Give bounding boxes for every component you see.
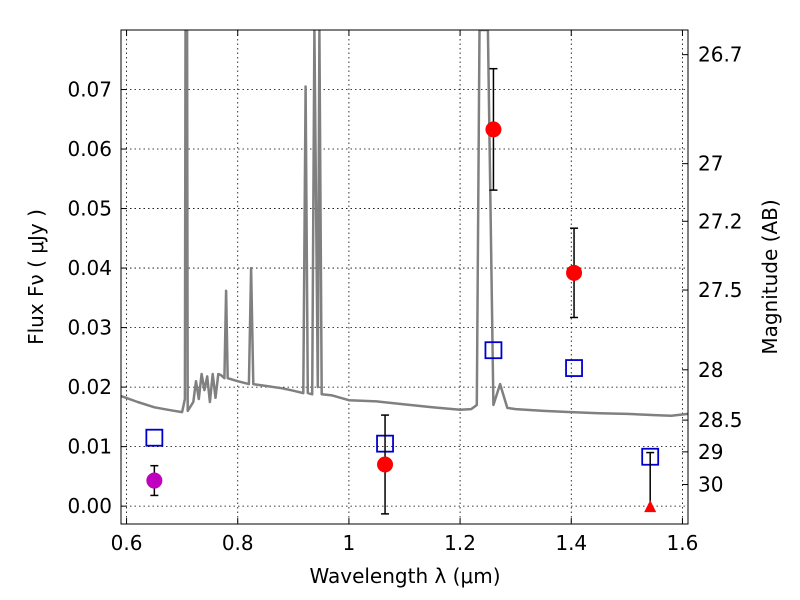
y-tick-label: 0.03 — [67, 316, 112, 340]
y-axis-label: Flux Fν ( μJy ) — [24, 209, 48, 345]
y2-tick-label: 27.5 — [698, 278, 743, 302]
y2-tick-label: 27.2 — [698, 209, 743, 233]
observed-flux-point — [566, 264, 583, 281]
model-spectrum-line — [121, 30, 688, 417]
x-tick-label: 1.2 — [444, 531, 476, 555]
y-tick-label: 0.04 — [67, 256, 112, 280]
y2-tick-label: 27 — [698, 152, 723, 176]
grid — [121, 30, 688, 524]
observed-flux-point — [377, 456, 394, 473]
model-photometry-point — [565, 359, 583, 377]
y2-tick-label: 28 — [698, 358, 723, 382]
x-tick-label: 0.8 — [222, 531, 254, 555]
model-photometry-point — [145, 428, 164, 447]
y-tick-label: 0.01 — [67, 435, 112, 459]
y-tick-label: 0.02 — [67, 375, 112, 399]
y2-tick-label: 30 — [698, 473, 723, 497]
y-tick-label: 0.06 — [67, 137, 112, 161]
observed-flux-point — [485, 121, 502, 138]
y2-tick-label: 26.7 — [698, 43, 743, 67]
y2-tick-label: 28.5 — [698, 408, 743, 432]
plot-frame — [120, 29, 689, 525]
model-photometry-point — [484, 341, 503, 360]
y-tick-label: 0.05 — [67, 197, 112, 221]
observed-flux-point — [146, 472, 163, 489]
x-tick-label: 1.4 — [555, 531, 587, 555]
x-tick-label: 0.6 — [111, 531, 143, 555]
x-axis-ticks: 0.6 0.8 1 1.2 1.4 1.6 — [111, 30, 699, 555]
y2-tick-label: 29 — [698, 440, 723, 464]
observed-upper-limit-point — [644, 500, 657, 513]
y-tick-label: 0.07 — [67, 78, 112, 102]
x-axis-label: Wavelength λ (μm) — [309, 564, 500, 588]
y2-axis-label: Magnitude (AB) — [758, 199, 782, 354]
plot-area — [121, 30, 688, 515]
x-tick-label: 1 — [343, 531, 356, 555]
x-tick-label: 1.6 — [667, 531, 699, 555]
y2-axis-ticks: 26.7 27 27.2 27.5 28 28.5 29 30 — [682, 43, 743, 497]
y-axis-ticks: 0.00 0.01 0.02 0.03 0.04 0.05 0.06 0.07 — [67, 78, 127, 518]
y-tick-label: 0.00 — [67, 494, 112, 518]
